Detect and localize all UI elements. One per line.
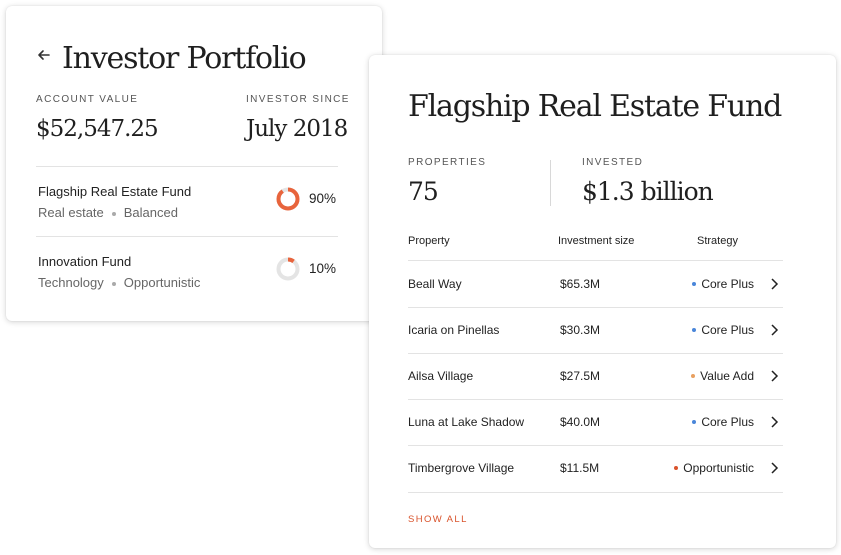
investment-size: $40.0M (560, 415, 601, 429)
strategy-dot-icon (692, 282, 697, 286)
account-value: $52,547.25 (36, 116, 159, 142)
property-name: Luna at Lake Shadow (408, 415, 525, 429)
divider (36, 236, 338, 237)
table-divider (408, 260, 783, 261)
chevron-right-icon[interactable] (769, 369, 779, 383)
table-row[interactable]: Luna at Lake Shadow $40.0M Core Plus (408, 399, 783, 445)
investor-portfolio-card: Investor Portfolio ACCOUNT VALUE INVESTO… (6, 6, 382, 321)
chevron-right-icon[interactable] (769, 323, 779, 337)
property-name: Timbergrove Village (408, 461, 515, 475)
fund-percent: 10% (309, 261, 337, 276)
property-name: Beall Way (408, 277, 462, 291)
column-header-property[interactable]: Property (408, 235, 450, 247)
account-value-label: ACCOUNT VALUE (36, 94, 139, 105)
property-name: Ailsa Village (408, 369, 474, 383)
fund-name: Flagship Real Estate Fund (38, 184, 192, 199)
fund-percent: 90% (309, 191, 337, 206)
strategy-label: Core Plus (701, 277, 754, 291)
fund-name: Innovation Fund (38, 254, 132, 269)
strategy: Core Plus (692, 415, 754, 429)
properties-count: 75 (408, 177, 439, 206)
donut-chart-icon (276, 257, 300, 281)
column-header-strategy[interactable]: Strategy (697, 235, 738, 247)
properties-label: PROPERTIES (408, 157, 487, 168)
fund-category: Technology (38, 275, 104, 290)
column-header-investment-size[interactable]: Investment size (558, 235, 635, 247)
strategy: Opportunistic (674, 461, 754, 475)
back-arrow-icon[interactable] (34, 45, 54, 65)
table-row[interactable]: Timbergrove Village $11.5M Opportunistic (408, 445, 783, 491)
row-divider (408, 307, 783, 308)
fund-row-flagship[interactable]: Flagship Real Estate Fund Real estate Bal… (36, 184, 342, 244)
investment-size: $65.3M (560, 277, 601, 291)
strategy-label: Core Plus (701, 323, 754, 337)
invested-label: INVESTED (582, 157, 644, 168)
fund-subtitle: Technology Opportunistic (38, 275, 200, 290)
strategy-dot-icon (691, 374, 696, 378)
strategy-label: Core Plus (701, 415, 754, 429)
strategy: Core Plus (692, 277, 754, 291)
row-divider (408, 353, 783, 354)
investor-since-label: INVESTOR SINCE (246, 94, 350, 105)
table-row[interactable]: Ailsa Village $27.5M Value Add (408, 353, 783, 399)
row-divider (408, 492, 783, 493)
fund-detail-card: Flagship Real Estate Fund PROPERTIES INV… (369, 55, 836, 548)
investment-size: $27.5M (560, 369, 601, 383)
divider (36, 166, 338, 167)
separator-dot-icon (111, 211, 116, 216)
fund-title: Flagship Real Estate Fund (408, 89, 782, 124)
fund-subtitle: Real estate Balanced (38, 205, 178, 220)
table-row[interactable]: Icaria on Pinellas $30.3M Core Plus (408, 307, 783, 353)
strategy-dot-icon (674, 466, 679, 470)
page-title: Investor Portfolio (62, 41, 307, 76)
row-divider (408, 399, 783, 400)
row-divider (408, 445, 783, 446)
property-name: Icaria on Pinellas (408, 323, 500, 337)
chevron-right-icon[interactable] (769, 415, 779, 429)
strategy-dot-icon (692, 420, 697, 424)
invested-amount: $1.3 billion (582, 177, 714, 206)
chevron-right-icon[interactable] (769, 461, 779, 475)
fund-style: Balanced (123, 205, 178, 220)
investor-since-value: July 2018 (246, 116, 348, 142)
strategy-dot-icon (692, 328, 697, 332)
show-all-link[interactable]: SHOW ALL (408, 514, 468, 525)
stat-divider (550, 160, 551, 206)
separator-dot-icon (111, 281, 116, 286)
strategy-label: Opportunistic (683, 461, 754, 475)
donut-chart-icon (276, 187, 300, 211)
strategy: Value Add (691, 369, 754, 383)
strategy-label: Value Add (700, 369, 754, 383)
strategy: Core Plus (692, 323, 754, 337)
chevron-right-icon[interactable] (769, 277, 779, 291)
investment-size: $30.3M (560, 323, 601, 337)
table-row[interactable]: Beall Way $65.3M Core Plus (408, 261, 783, 307)
fund-category: Real estate (38, 205, 104, 220)
fund-row-innovation[interactable]: Innovation Fund Technology Opportunistic … (36, 254, 342, 314)
investment-size: $11.5M (560, 461, 600, 475)
fund-style: Opportunistic (123, 275, 201, 290)
